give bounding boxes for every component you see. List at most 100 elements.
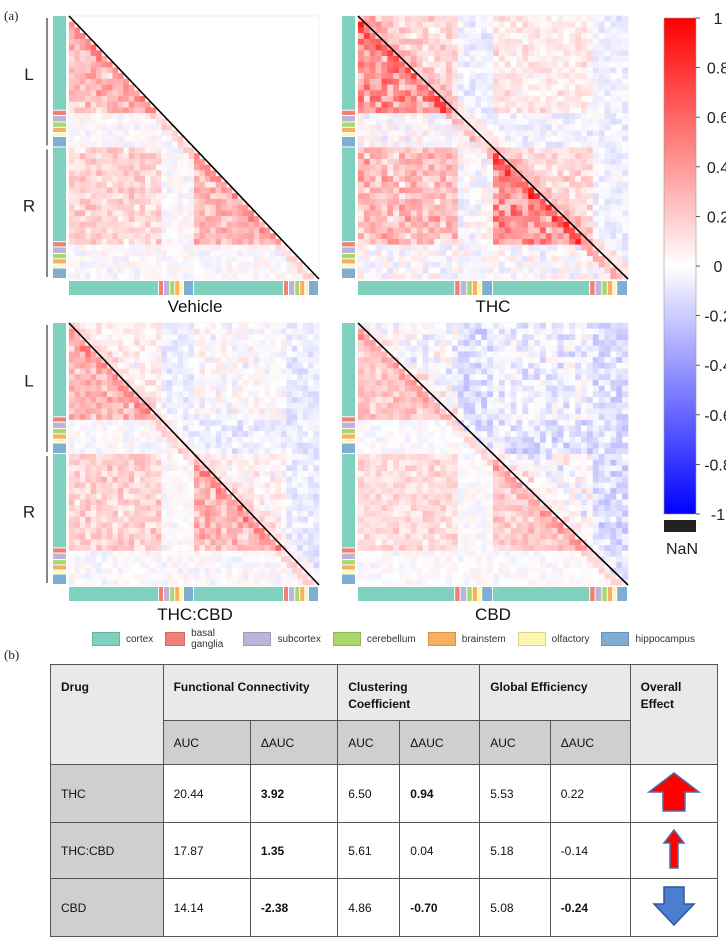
- matrix-cell: [237, 227, 244, 234]
- matrix-cell: [369, 101, 376, 108]
- matrix-cell: [172, 442, 178, 449]
- matrix-cell: [74, 379, 81, 386]
- matrix-cell: [79, 107, 86, 114]
- matrix-cell: [528, 84, 535, 91]
- matrix-cell: [481, 238, 488, 245]
- matrix-cell: [604, 244, 611, 251]
- matrix-cell: [166, 465, 173, 472]
- matrix-cell: [504, 50, 511, 57]
- matrix-cell: [96, 90, 102, 97]
- matrix-cell: [539, 233, 547, 240]
- matrix-cell: [528, 38, 535, 45]
- matrix-cell: [581, 227, 588, 234]
- matrix-cell: [166, 516, 173, 523]
- matrix-cell: [123, 170, 129, 177]
- matrix-cell: [463, 153, 470, 160]
- matrix-cell: [404, 96, 412, 102]
- matrix-cell: [434, 164, 441, 171]
- matrix-cell: [604, 267, 611, 274]
- matrix-cell: [90, 124, 97, 131]
- matrix-cell: [242, 334, 249, 341]
- matrix-cell: [96, 374, 102, 381]
- matrix-cell: [183, 408, 189, 415]
- matrix-cell: [128, 176, 135, 183]
- matrix-cell: [498, 187, 505, 194]
- matrix-cell: [74, 334, 81, 341]
- matrix-cell: [451, 147, 458, 154]
- matrix-cell: [504, 244, 511, 251]
- matrix-cell: [155, 244, 162, 251]
- matrix-cell: [487, 153, 494, 160]
- matrix-cell: [183, 431, 189, 438]
- matrix-cell: [232, 368, 238, 375]
- matrix-cell: [107, 442, 113, 449]
- matrix-cell: [308, 419, 314, 426]
- matrix-cell: [69, 27, 75, 34]
- matrix-cell: [592, 38, 599, 45]
- matrix-cell: [183, 216, 189, 223]
- matrix-cell: [134, 198, 140, 205]
- matrix-cell: [280, 510, 287, 517]
- matrix-cell: [302, 402, 309, 409]
- matrix-cell: [280, 476, 287, 483]
- matrix-cell: [358, 90, 365, 97]
- matrix-cell: [469, 21, 476, 28]
- matrix-cell: [248, 465, 254, 472]
- matrix-cell: [457, 233, 464, 240]
- matrix-cell: [177, 419, 184, 426]
- matrix-cell: [428, 16, 435, 22]
- matrix-cell: [166, 141, 173, 148]
- matrix-cell: [221, 238, 227, 245]
- matrix-cell: [451, 113, 458, 120]
- matrix-cell: [297, 465, 303, 472]
- matrix-cell: [107, 78, 113, 85]
- matrix-cell: [616, 158, 623, 165]
- matrix-cell: [232, 397, 238, 403]
- matrix-cell: [199, 402, 206, 409]
- matrix-cell: [434, 267, 441, 274]
- matrix-cell: [275, 328, 282, 335]
- matrix-cell: [155, 193, 162, 200]
- matrix-cell: [85, 482, 91, 489]
- matrix-cell: [90, 539, 97, 546]
- matrix-cell: [199, 385, 206, 392]
- matrix-cell: [399, 158, 406, 165]
- matrix-cell: [90, 448, 97, 455]
- matrix-cell: [248, 221, 254, 228]
- matrix-cell: [586, 50, 593, 57]
- matrix-cell: [270, 499, 276, 506]
- matrix-cell: [622, 113, 629, 120]
- matrix-cell: [172, 261, 178, 268]
- matrix-cell: [221, 368, 227, 375]
- matrix-cell: [248, 328, 254, 335]
- matrix-cell: [194, 267, 200, 274]
- matrix-cell: [522, 233, 529, 240]
- matrix-cell: [422, 170, 429, 177]
- matrix-cell: [387, 96, 394, 102]
- matrix-cell: [226, 505, 233, 512]
- matrix-cell: [139, 459, 146, 466]
- matrix-cell: [150, 379, 157, 386]
- matrix-cell: [188, 261, 195, 268]
- matrix-cell: [128, 101, 135, 108]
- matrix-cell: [375, 27, 382, 34]
- matrix-cell: [586, 73, 593, 80]
- matrix-cell: [107, 368, 113, 375]
- matrix-cell: [604, 67, 611, 74]
- matrix-cell: [363, 56, 370, 62]
- matrix-cell: [539, 158, 547, 165]
- matrix-cell: [177, 454, 184, 460]
- matrix-cell: [510, 233, 517, 240]
- matrix-cell: [232, 488, 238, 495]
- matrix-cell: [270, 408, 276, 415]
- matrix-cell: [134, 256, 140, 263]
- matrix-cell: [440, 124, 447, 131]
- matrix-cell: [451, 176, 458, 183]
- matrix-cell: [79, 124, 86, 131]
- matrix-cell: [90, 84, 97, 91]
- matrix-cell: [145, 238, 151, 245]
- matrix-cell: [79, 273, 86, 280]
- matrix-cell: [475, 90, 482, 97]
- matrix-cell: [85, 510, 91, 517]
- matrix-cell: [563, 118, 570, 125]
